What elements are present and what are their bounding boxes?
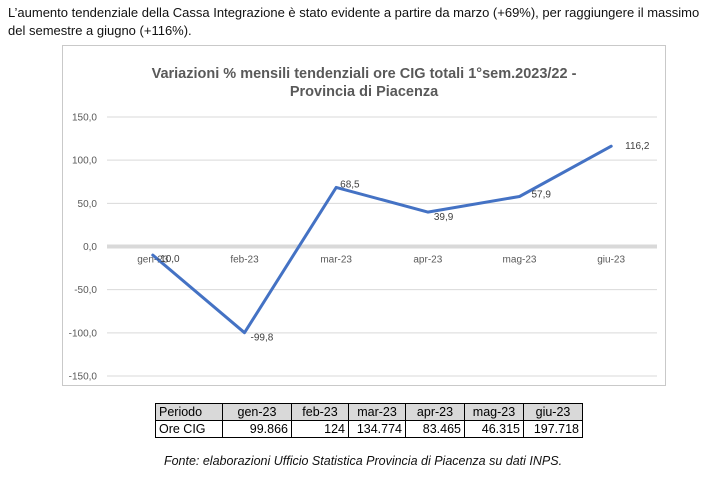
value-cell: 134.774 [348, 420, 406, 438]
chart-title-line-2: Provincia di Piacenza [290, 84, 439, 100]
x-tick-label: mar-23 [320, 255, 352, 266]
y-tick-label: 150,0 [72, 113, 97, 124]
x-tick-label: feb-23 [230, 255, 259, 266]
x-tick-label: gen-23 [137, 255, 169, 266]
line-chart: Variazioni % mensili tendenziali ore CIG… [69, 66, 657, 383]
data-label: 57,9 [532, 190, 552, 201]
table-row: Ore CIG 99.866 124 134.774 83.465 46.315… [155, 420, 583, 438]
value-cell: 83.465 [405, 420, 465, 438]
cig-hours-table: Periodo gen-23 feb-23 mar-23 apr-23 mag-… [155, 403, 583, 438]
y-tick-label: 0,0 [83, 242, 97, 253]
y-tick-label: 50,0 [78, 199, 98, 210]
row-label-cell: Ore CIG [155, 420, 223, 438]
data-label: -10,0 [157, 254, 180, 265]
series-line [151, 144, 613, 335]
x-tick-label: apr-23 [413, 255, 442, 266]
x-tick-label: giu-23 [597, 255, 625, 266]
y-tick-label: -50,0 [74, 285, 97, 296]
data-label: 39,9 [434, 212, 454, 223]
data-label: -99,8 [251, 333, 274, 344]
y-tick-label: -150,0 [69, 372, 98, 383]
y-tick-label: -100,0 [69, 328, 98, 339]
header-cell: gen-23 [222, 403, 292, 421]
data-label: 68,5 [340, 179, 360, 190]
intro-paragraph: L’aumento tendenziale della Cassa Integr… [8, 5, 700, 38]
value-cell: 197.718 [523, 420, 583, 438]
y-tick-label: 100,0 [72, 156, 97, 167]
value-cell: 124 [291, 420, 349, 438]
value-cell: 46.315 [464, 420, 524, 438]
header-cell: Periodo [155, 403, 223, 421]
x-tick-label: mag-23 [503, 255, 537, 266]
chart-title-line-1: Variazioni % mensili tendenziali ore CIG… [152, 66, 577, 82]
header-cell: mag-23 [464, 403, 524, 421]
header-cell: giu-23 [523, 403, 583, 421]
chart-container: Variazioni % mensili tendenziali ore CIG… [62, 45, 666, 386]
header-cell: feb-23 [291, 403, 349, 421]
value-cell: 99.866 [222, 420, 292, 438]
header-cell: apr-23 [405, 403, 465, 421]
header-cell: mar-23 [348, 403, 406, 421]
data-label: 116,2 [625, 141, 650, 152]
table-header-row: Periodo gen-23 feb-23 mar-23 apr-23 mag-… [155, 403, 583, 421]
source-note: Fonte: elaborazioni Ufficio Statistica P… [163, 454, 563, 468]
